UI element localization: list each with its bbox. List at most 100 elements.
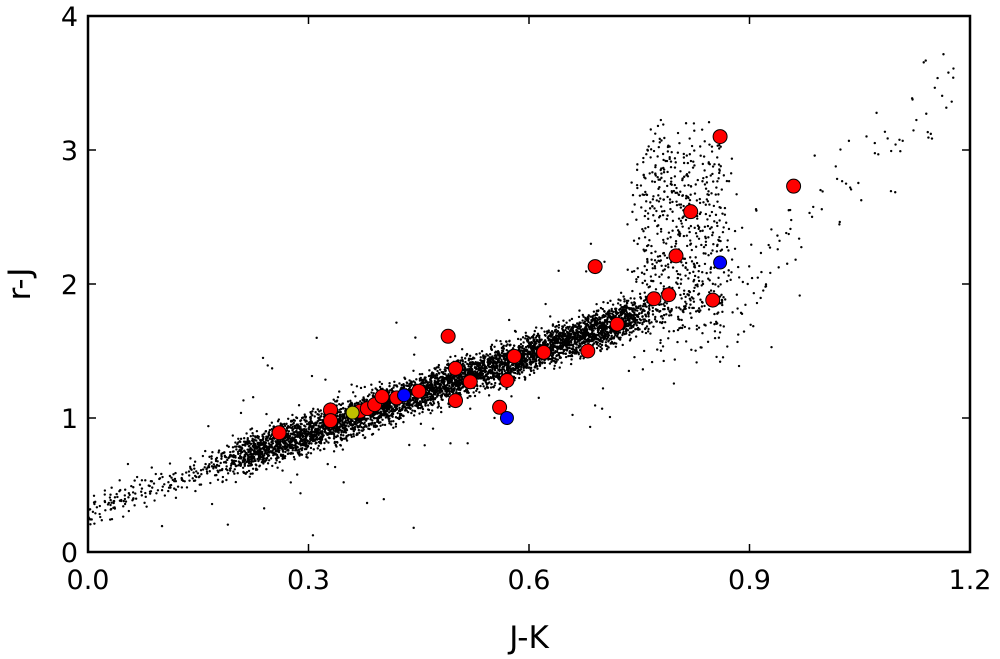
background-point — [272, 453, 275, 457]
background-point — [381, 423, 384, 426]
background-point — [501, 349, 505, 353]
background-point — [590, 339, 594, 343]
background-point — [592, 314, 595, 317]
background-point — [629, 297, 632, 300]
background-point — [622, 295, 625, 298]
background-point — [439, 406, 443, 410]
background-point — [486, 359, 490, 363]
background-point — [509, 369, 512, 373]
background-point — [368, 422, 372, 426]
background-point — [345, 439, 349, 442]
background-point — [554, 325, 557, 329]
background-point — [396, 411, 399, 415]
background-point — [497, 351, 500, 354]
background-point — [388, 384, 391, 388]
background-point — [241, 450, 244, 454]
background-point — [605, 348, 609, 351]
background-point — [609, 331, 612, 334]
background-point — [471, 362, 474, 366]
background-point — [596, 330, 600, 334]
background-point — [276, 441, 279, 444]
background-point — [526, 349, 529, 352]
background-point — [557, 353, 561, 357]
background-point — [578, 309, 581, 312]
background-point — [565, 326, 568, 330]
background-point — [434, 381, 438, 384]
background-point — [255, 429, 259, 433]
background-point — [553, 360, 556, 363]
background-point — [276, 456, 279, 460]
background-point — [236, 472, 239, 475]
background-point — [467, 357, 471, 360]
background-point — [219, 461, 222, 465]
background-point — [551, 356, 555, 360]
background-point — [558, 341, 562, 344]
background-point — [246, 453, 249, 456]
background-point — [371, 388, 374, 392]
background-point — [263, 432, 266, 435]
background-point — [510, 363, 514, 366]
background-point — [549, 331, 552, 334]
background-point — [596, 322, 600, 325]
background-point — [418, 373, 422, 376]
background-point — [301, 416, 305, 419]
background-point — [281, 450, 285, 453]
background-point — [350, 383, 353, 386]
background-point — [305, 453, 308, 456]
background-point — [621, 331, 625, 335]
background-point — [464, 360, 467, 364]
background-point — [411, 409, 414, 412]
background-point — [446, 359, 449, 362]
background-point — [356, 425, 360, 429]
background-point — [332, 437, 336, 440]
background-point — [651, 313, 655, 316]
background-point — [632, 323, 636, 326]
background-point — [570, 347, 574, 351]
background-point — [320, 412, 323, 415]
background-point — [439, 379, 443, 382]
background-point — [605, 318, 609, 321]
background-point — [405, 381, 408, 384]
background-point — [342, 434, 345, 437]
background-point — [608, 316, 612, 319]
background-point — [572, 335, 575, 339]
background-point — [550, 330, 554, 333]
background-point — [624, 330, 628, 333]
background-point — [445, 384, 449, 387]
background-point — [595, 346, 599, 350]
background-point — [385, 409, 388, 412]
background-point — [336, 434, 339, 437]
background-point — [575, 346, 578, 349]
background-point — [431, 395, 434, 398]
background-point — [303, 431, 307, 434]
background-point — [519, 365, 523, 369]
background-point — [424, 404, 427, 407]
background-point — [356, 421, 359, 425]
background-point — [594, 327, 597, 330]
background-point — [433, 398, 437, 401]
background-point — [487, 369, 491, 372]
background-point — [641, 315, 644, 318]
background-point — [293, 419, 297, 422]
background-point — [606, 301, 610, 305]
background-point — [607, 340, 610, 343]
background-point — [398, 406, 401, 410]
background-point — [571, 325, 574, 329]
background-point — [519, 346, 523, 349]
background-point — [448, 405, 451, 409]
background-point — [619, 336, 622, 339]
background-point — [338, 427, 341, 430]
background-point — [495, 375, 498, 378]
background-point — [294, 443, 297, 447]
background-point — [552, 336, 556, 339]
background-point — [379, 410, 383, 413]
background-point — [520, 363, 524, 367]
background-point — [386, 414, 389, 417]
background-point — [553, 357, 557, 360]
background-point — [305, 422, 309, 426]
background-point — [490, 382, 493, 386]
background-point — [449, 355, 452, 359]
background-point — [612, 337, 616, 340]
background-point — [581, 319, 584, 322]
background-point — [483, 366, 487, 369]
